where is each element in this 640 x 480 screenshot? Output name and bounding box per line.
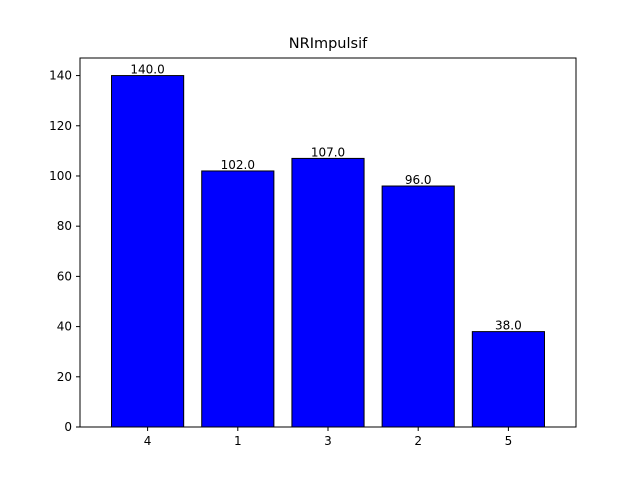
x-tick-label: 4 <box>144 434 152 448</box>
x-tick-label: 5 <box>505 434 513 448</box>
bar-5 <box>471 331 545 428</box>
bar-3 <box>291 157 365 428</box>
x-tick-label: 3 <box>324 434 332 448</box>
y-tick-label: 80 <box>57 219 72 233</box>
bar-4 <box>111 75 185 428</box>
y-tick-label: 0 <box>64 420 72 434</box>
bar-1 <box>201 170 275 428</box>
bars-layer <box>111 75 545 428</box>
data-label-4: 140.0 <box>130 63 164 77</box>
x-axis-ticks: 4 1 3 2 5 <box>144 427 512 448</box>
data-label-1: 102.0 <box>221 158 255 172</box>
y-tick-label: 100 <box>49 169 72 183</box>
y-tick-label: 40 <box>57 320 72 334</box>
x-tick-label: 1 <box>234 434 242 448</box>
plot-frame <box>79 57 577 428</box>
chart-title: NRImpulsif <box>289 36 368 52</box>
x-tick-label: 2 <box>414 434 422 448</box>
data-labels: 140.0 102.0 107.0 96.0 38.0 <box>130 63 521 333</box>
data-label-3: 107.0 <box>311 145 345 159</box>
bar-2 <box>381 185 455 428</box>
y-axis-ticks: 0 20 40 60 80 100 120 140 <box>49 69 80 434</box>
y-tick-label: 60 <box>57 269 72 283</box>
y-tick-label: 140 <box>49 69 72 83</box>
data-label-2: 96.0 <box>405 173 432 187</box>
y-tick-label: 120 <box>49 119 72 133</box>
data-label-5: 38.0 <box>495 319 522 333</box>
y-tick-label: 20 <box>57 370 72 384</box>
